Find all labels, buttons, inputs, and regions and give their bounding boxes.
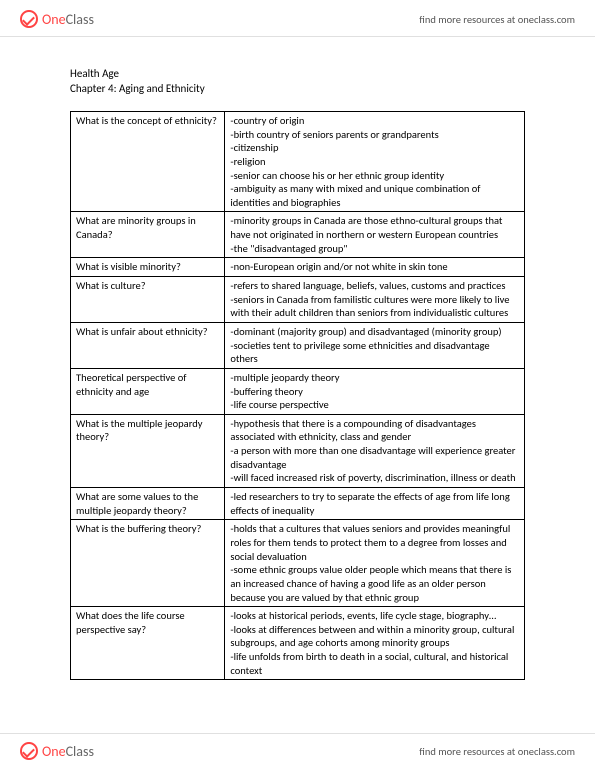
answer-cell: -led researchers to try to separate the …: [225, 488, 525, 520]
header-bar: OneClass find more resources at oneclass…: [0, 0, 595, 37]
document-subtitle: Chapter 4: Aging and Ethnicity: [70, 82, 525, 95]
table-row: What is visible minority?-non-European o…: [71, 258, 525, 277]
notes-table: What is the concept of ethnicity?-countr…: [70, 111, 525, 680]
brand-name-part1-footer: One: [42, 743, 66, 760]
check-circle-icon: [20, 742, 38, 760]
answer-cell: -holds that a cultures that values senio…: [225, 520, 525, 607]
brand-logo-footer[interactable]: OneClass: [20, 742, 94, 760]
answer-cell: -refers to shared language, beliefs, val…: [225, 277, 525, 323]
answer-cell: -hypothesis that there is a compounding …: [225, 414, 525, 487]
document-title: Health Age: [70, 67, 525, 80]
question-cell: What are some values to the multiple jeo…: [71, 488, 225, 520]
brand-name-part2-footer: Class: [66, 743, 94, 760]
table-row: What does the life course perspective sa…: [71, 607, 525, 680]
table-row: Theoretical perspective of ethnicity and…: [71, 368, 525, 414]
answer-cell: -minority groups in Canada are those eth…: [225, 212, 525, 258]
page-content: Health Age Chapter 4: Aging and Ethnicit…: [0, 37, 595, 700]
question-cell: What is unfair about ethnicity?: [71, 322, 225, 368]
brand-name-part2: Class: [66, 11, 94, 28]
table-row: What is culture?-refers to shared langua…: [71, 277, 525, 323]
table-row: What is unfair about ethnicity?-dominant…: [71, 322, 525, 368]
brand-logo[interactable]: OneClass: [20, 10, 94, 28]
answer-cell: -multiple jeopardy theory -buffering the…: [225, 368, 525, 414]
table-row: What are minority groups in Canada?-mino…: [71, 212, 525, 258]
table-row: What is the concept of ethnicity?-countr…: [71, 112, 525, 212]
notes-table-body: What is the concept of ethnicity?-countr…: [71, 112, 525, 680]
question-cell: Theoretical perspective of ethnicity and…: [71, 368, 225, 414]
question-cell: What are minority groups in Canada?: [71, 212, 225, 258]
brand-name-footer: OneClass: [42, 743, 94, 760]
footer-bar: OneClass find more resources at oneclass…: [0, 733, 595, 770]
question-cell: What does the life course perspective sa…: [71, 607, 225, 680]
resources-link-top[interactable]: find more resources at oneclass.com: [419, 13, 575, 26]
table-row: What are some values to the multiple jeo…: [71, 488, 525, 520]
question-cell: What is the concept of ethnicity?: [71, 112, 225, 212]
question-cell: What is visible minority?: [71, 258, 225, 277]
answer-cell: -country of origin -birth country of sen…: [225, 112, 525, 212]
brand-name-part1: One: [42, 11, 66, 28]
answer-cell: -dominant (majority group) and disadvant…: [225, 322, 525, 368]
question-cell: What is the buffering theory?: [71, 520, 225, 607]
question-cell: What is the multiple jeopardy theory?: [71, 414, 225, 487]
resources-link-bottom[interactable]: find more resources at oneclass.com: [419, 745, 575, 758]
answer-cell: -looks at historical periods, events, li…: [225, 607, 525, 680]
brand-name: OneClass: [42, 11, 94, 28]
table-row: What is the buffering theory?-holds that…: [71, 520, 525, 607]
table-row: What is the multiple jeopardy theory?-hy…: [71, 414, 525, 487]
question-cell: What is culture?: [71, 277, 225, 323]
answer-cell: -non-European origin and/or not white in…: [225, 258, 525, 277]
check-circle-icon: [20, 10, 38, 28]
